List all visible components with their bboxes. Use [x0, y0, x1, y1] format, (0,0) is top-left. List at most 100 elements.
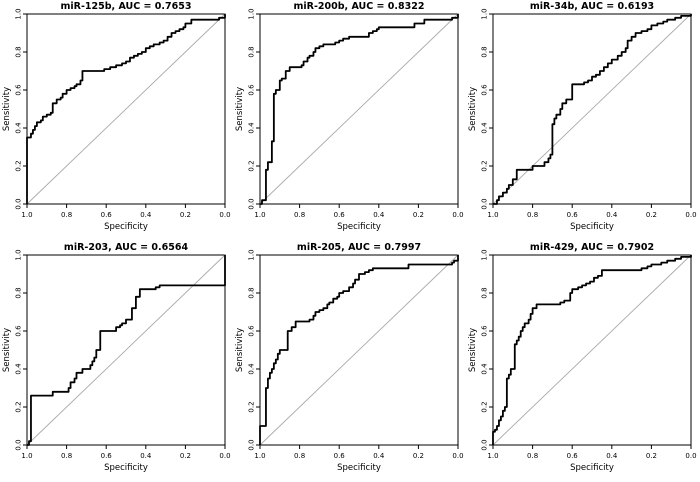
svg-text:0.2: 0.2	[15, 401, 23, 412]
svg-text:0.8: 0.8	[61, 452, 72, 460]
panel-title: miR-200b, AUC = 0.8322	[294, 1, 425, 12]
svg-text:0.8: 0.8	[248, 46, 256, 57]
svg-text:1.0: 1.0	[21, 211, 32, 219]
svg-text:0.2: 0.2	[248, 160, 256, 171]
svg-text:0.2: 0.2	[646, 211, 657, 219]
roc-chart-mir-200b: miR-200b, AUC = 0.8322 1.0 0.8 0.6 0.4 0.2 0.…	[235, 1, 464, 232]
svg-text:0.6: 0.6	[481, 84, 489, 96]
svg-text:0.0: 0.0	[481, 198, 489, 209]
svg-text:0.6: 0.6	[15, 84, 23, 96]
roc-chart-mir-429: miR-429, AUC = 0.7902 1.0 0.8 0.6 0.4 0.2 0.0…	[468, 242, 697, 473]
svg-text:0.4: 0.4	[373, 452, 385, 460]
svg-text:0.6: 0.6	[334, 211, 346, 219]
panel-title: miR-34b, AUC = 0.6193	[530, 1, 654, 12]
svg-text:0.8: 0.8	[294, 452, 305, 460]
panel-title: miR-125b, AUC = 0.7653	[61, 1, 192, 12]
svg-text:Sensitivity: Sensitivity	[468, 328, 478, 372]
svg-text:0.0: 0.0	[685, 452, 696, 460]
svg-text:0.2: 0.2	[481, 401, 489, 412]
roc-plot: 1.0 0.8 0.6 0.4 0.2 0.0 0.0 0.2 0.4 0.6 0.8 1.0 Spec…	[235, 249, 464, 473]
svg-text:0.4: 0.4	[15, 122, 23, 134]
svg-text:Sensitivity: Sensitivity	[2, 87, 12, 131]
svg-text:0.2: 0.2	[413, 452, 424, 460]
svg-text:0.0: 0.0	[452, 211, 463, 219]
svg-text:1.0: 1.0	[481, 8, 489, 19]
svg-text:0.2: 0.2	[180, 211, 191, 219]
svg-text:1.0: 1.0	[15, 249, 23, 260]
svg-text:0.6: 0.6	[567, 211, 579, 219]
svg-text:Specificity: Specificity	[337, 463, 381, 473]
svg-text:Sensitivity: Sensitivity	[235, 328, 245, 372]
svg-text:0.2: 0.2	[481, 160, 489, 171]
roc-plot: 1.0 0.8 0.6 0.4 0.2 0.0 0.0 0.2 0.4 0.6 0.8 1.0 Spec…	[468, 249, 697, 473]
svg-text:0.0: 0.0	[248, 198, 256, 209]
svg-text:0.6: 0.6	[248, 325, 256, 337]
roc-panel-mir-203: miR-203, AUC = 0.6564 1.0 0.8 0.6 0.4 0.2 0.0…	[0, 241, 233, 482]
svg-text:0.6: 0.6	[248, 84, 256, 96]
svg-text:0.4: 0.4	[606, 211, 618, 219]
svg-text:0.4: 0.4	[140, 452, 152, 460]
svg-text:1.0: 1.0	[21, 452, 32, 460]
roc-plot: 1.0 0.8 0.6 0.4 0.2 0.0 0.0 0.2 0.4 0.6 0.8 1.0 Spec…	[2, 249, 231, 473]
svg-text:Sensitivity: Sensitivity	[468, 87, 478, 131]
svg-text:Sensitivity: Sensitivity	[2, 328, 12, 372]
svg-text:0.8: 0.8	[248, 287, 256, 298]
svg-text:0.8: 0.8	[481, 287, 489, 298]
svg-text:Specificity: Specificity	[104, 463, 148, 473]
roc-plot: 1.0 0.8 0.6 0.4 0.2 0.0 0.0 0.2 0.4 0.6 0.8 1.0 Spec…	[2, 8, 231, 232]
svg-text:0.6: 0.6	[101, 452, 113, 460]
svg-text:0.4: 0.4	[373, 211, 385, 219]
panel-title: miR-429, AUC = 0.7902	[530, 242, 654, 253]
panel-title: miR-203, AUC = 0.6564	[64, 242, 189, 253]
svg-text:0.8: 0.8	[15, 287, 23, 298]
svg-text:0.6: 0.6	[101, 211, 113, 219]
roc-panel-mir-34b: miR-34b, AUC = 0.6193 1.0 0.8 0.6 0.4 0.2 0.0…	[466, 0, 700, 241]
svg-text:1.0: 1.0	[254, 452, 265, 460]
svg-text:0.8: 0.8	[61, 211, 72, 219]
svg-text:0.8: 0.8	[527, 452, 538, 460]
svg-text:0.4: 0.4	[606, 452, 618, 460]
svg-text:0.4: 0.4	[248, 122, 256, 134]
roc-panel-mir-205: miR-205, AUC = 0.7997 1.0 0.8 0.6 0.4 0.2 0.0…	[233, 241, 466, 482]
svg-text:1.0: 1.0	[248, 249, 256, 260]
roc-panel-mir-125b: miR-125b, AUC = 0.7653 1.0 0.8 0.6 0.4 0.2 0.…	[0, 0, 233, 241]
svg-text:0.4: 0.4	[140, 211, 152, 219]
svg-text:Specificity: Specificity	[337, 222, 381, 232]
svg-text:0.2: 0.2	[646, 452, 657, 460]
svg-text:0.6: 0.6	[334, 452, 346, 460]
svg-text:0.0: 0.0	[219, 211, 230, 219]
roc-panel-mir-200b: miR-200b, AUC = 0.8322 1.0 0.8 0.6 0.4 0.2 0.…	[233, 0, 466, 241]
roc-plot: 1.0 0.8 0.6 0.4 0.2 0.0 0.0 0.2 0.4 0.6 0.8 1.0 Spec…	[468, 8, 697, 232]
svg-text:0.0: 0.0	[219, 452, 230, 460]
roc-chart-mir-203: miR-203, AUC = 0.6564 1.0 0.8 0.6 0.4 0.2 0.0…	[2, 242, 231, 473]
svg-text:0.8: 0.8	[481, 46, 489, 57]
svg-text:0.8: 0.8	[294, 211, 305, 219]
svg-text:1.0: 1.0	[481, 249, 489, 260]
roc-chart-mir-125b: miR-125b, AUC = 0.7653 1.0 0.8 0.6 0.4 0.2 0.…	[2, 1, 231, 232]
panel-title: miR-205, AUC = 0.7997	[297, 242, 421, 253]
svg-text:0.4: 0.4	[481, 122, 489, 134]
svg-text:0.2: 0.2	[15, 160, 23, 171]
svg-text:Specificity: Specificity	[104, 222, 148, 232]
svg-text:1.0: 1.0	[248, 8, 256, 19]
svg-text:0.0: 0.0	[481, 439, 489, 450]
roc-chart-mir-205: miR-205, AUC = 0.7997 1.0 0.8 0.6 0.4 0.2 0.0…	[235, 242, 464, 473]
svg-text:0.6: 0.6	[567, 452, 579, 460]
roc-panel-mir-429: miR-429, AUC = 0.7902 1.0 0.8 0.6 0.4 0.2 0.0…	[466, 241, 700, 482]
svg-text:1.0: 1.0	[254, 211, 265, 219]
svg-text:0.2: 0.2	[248, 401, 256, 412]
svg-text:0.2: 0.2	[180, 452, 191, 460]
svg-text:0.6: 0.6	[481, 325, 489, 337]
svg-text:0.4: 0.4	[15, 363, 23, 375]
svg-text:Specificity: Specificity	[570, 222, 614, 232]
svg-text:0.4: 0.4	[248, 363, 256, 375]
svg-text:0.8: 0.8	[527, 211, 538, 219]
svg-text:1.0: 1.0	[15, 8, 23, 19]
svg-text:Specificity: Specificity	[570, 463, 614, 473]
svg-text:0.6: 0.6	[15, 325, 23, 337]
svg-text:0.0: 0.0	[15, 198, 23, 209]
svg-text:1.0: 1.0	[487, 211, 498, 219]
svg-text:0.8: 0.8	[15, 46, 23, 57]
svg-text:0.4: 0.4	[481, 363, 489, 375]
